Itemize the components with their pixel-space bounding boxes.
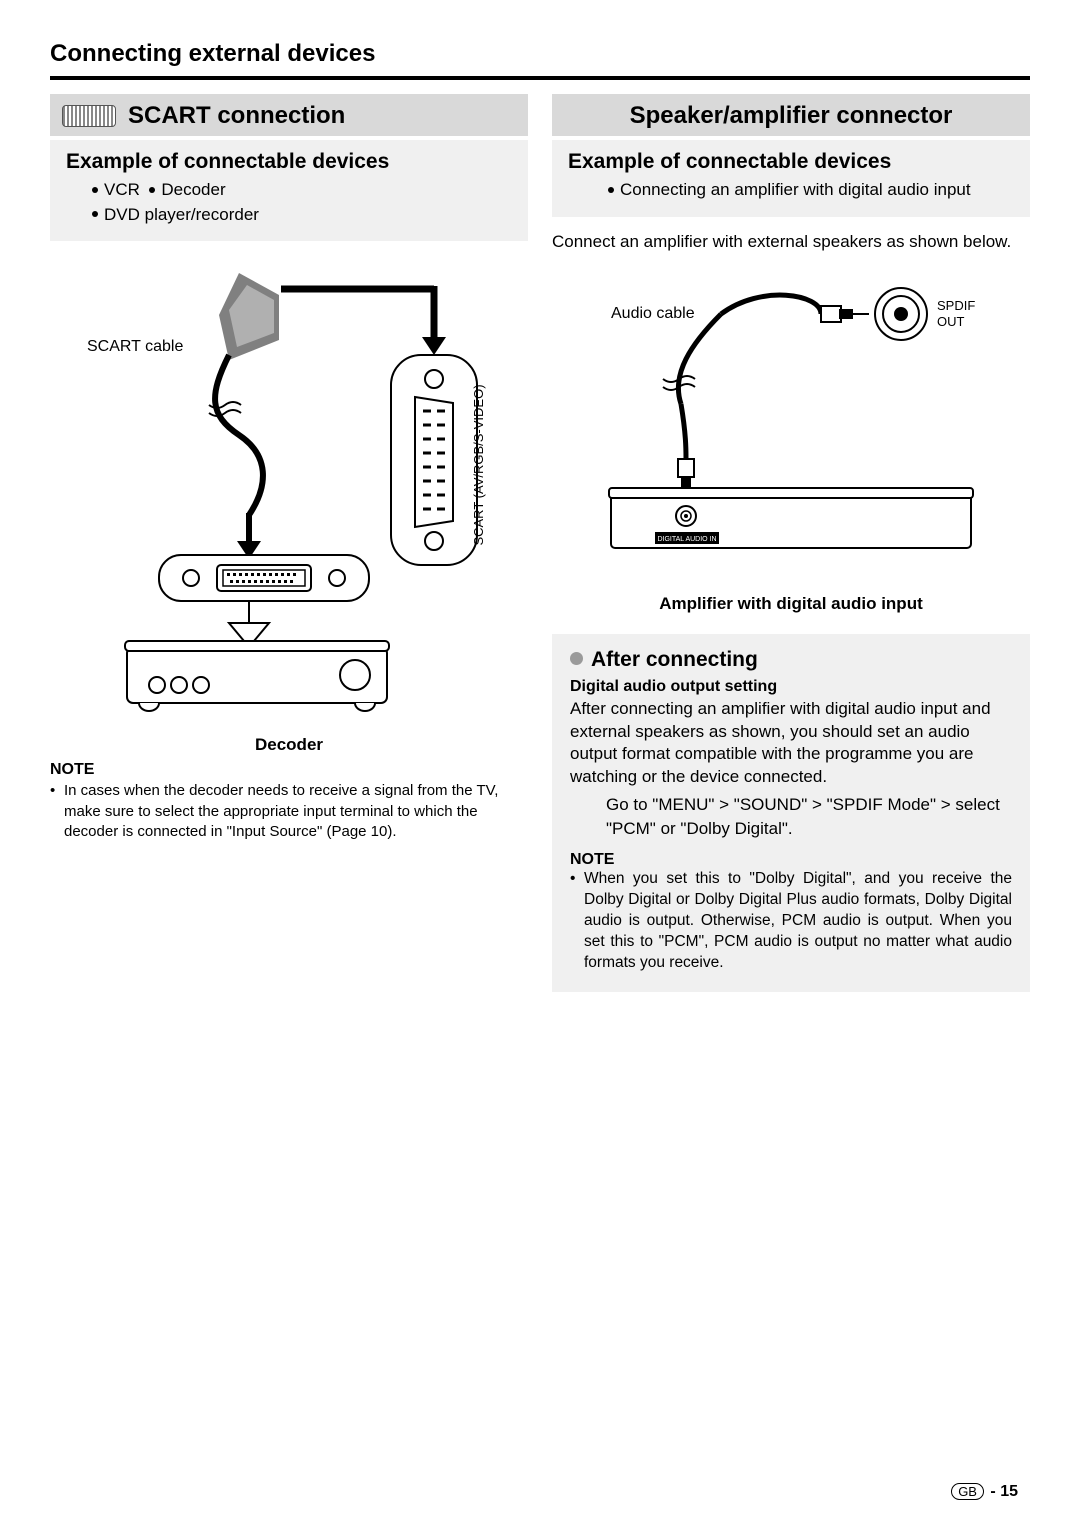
- after-title: After connecting: [570, 648, 1012, 672]
- speaker-example-box: Example of connectable devices Connectin…: [552, 140, 1030, 217]
- scart-example-heading: Example of connectable devices: [66, 150, 512, 174]
- speaker-title: Speaker/amplifier connector: [630, 102, 953, 130]
- scart-diagram-svg: SCART cable: [79, 255, 499, 725]
- speaker-diagram: Audio cable SPDIF OUT: [552, 284, 1030, 584]
- left-column: SCART connection Example of connectable …: [50, 94, 528, 992]
- spdif-label-2: OUT: [937, 314, 965, 329]
- scart-section-header: SCART connection: [50, 94, 528, 136]
- scart-devices-line2: DVD player/recorder: [66, 203, 512, 228]
- audio-cable-label: Audio cable: [611, 305, 695, 322]
- scart-icon: [62, 105, 116, 127]
- menu-path: Go to "MENU" > "SOUND" > "SPDIF Mode" > …: [570, 793, 1012, 841]
- scart-note-item: In cases when the decoder needs to recei…: [50, 781, 528, 842]
- scart-example-box: Example of connectable devices VCR Decod…: [50, 140, 528, 241]
- amp-caption: Amplifier with digital audio input: [552, 594, 1030, 614]
- after-note: NOTE When you set this to "Dolby Digital…: [570, 851, 1012, 974]
- speaker-diagram-svg: Audio cable SPDIF OUT: [571, 284, 1011, 584]
- scart-side-label: SCART (AV/RGB/S-VIDEO): [471, 385, 486, 546]
- page-title: Connecting external devices: [50, 40, 1030, 80]
- content-columns: SCART connection Example of connectable …: [50, 94, 1030, 992]
- region-badge: GB: [951, 1483, 984, 1500]
- scart-cable-label: SCART cable: [87, 338, 183, 355]
- speaker-example-bullet: Connecting an amplifier with digital aud…: [568, 178, 1014, 203]
- speaker-example-heading: Example of connectable devices: [568, 150, 1014, 174]
- scart-note-list: In cases when the decoder needs to recei…: [50, 781, 528, 842]
- speaker-intro: Connect an amplifier with external speak…: [552, 231, 1030, 254]
- scart-title: SCART connection: [128, 102, 345, 130]
- scart-note-heading: NOTE: [50, 761, 528, 779]
- after-connecting-box: After connecting Digital audio output se…: [552, 634, 1030, 992]
- scart-devices-line1: VCR Decoder: [66, 178, 512, 203]
- spdif-label-1: SPDIF: [937, 298, 975, 313]
- bullet-icon: [570, 652, 583, 665]
- speaker-section-header: Speaker/amplifier connector: [552, 94, 1030, 136]
- after-body: After connecting an amplifier with digit…: [570, 698, 1012, 790]
- page-footer: GB - 15: [951, 1483, 1018, 1501]
- scart-diagram: SCART cable: [50, 255, 528, 725]
- amp-port-label: DIGITAL AUDIO IN: [657, 536, 716, 543]
- page-number: 15: [1000, 1483, 1018, 1500]
- after-sub: Digital audio output setting: [570, 678, 1012, 696]
- after-note-heading: NOTE: [570, 851, 1012, 869]
- after-note-text: When you set this to "Dolby Digital", an…: [570, 869, 1012, 974]
- decoder-caption: Decoder: [50, 735, 528, 755]
- right-column: Speaker/amplifier connector Example of c…: [552, 94, 1030, 992]
